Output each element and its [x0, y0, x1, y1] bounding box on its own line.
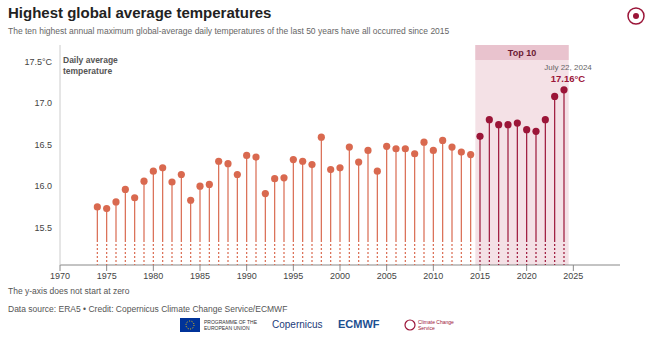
- html-text:PROGRAMME OF THE EUROPEAN UNIO: PROGRAMME OF THE EUROPEAN UNION: [204, 319, 257, 331]
- svg-text:16.5: 16.5: [34, 140, 52, 150]
- svg-text:17.5°C: 17.5°C: [24, 57, 52, 67]
- svg-text:2005: 2005: [377, 271, 397, 281]
- svg-text:1995: 1995: [283, 271, 303, 281]
- svg-text:1975: 1975: [97, 271, 117, 281]
- svg-text:Top 10: Top 10: [508, 48, 536, 58]
- svg-text:17.0: 17.0: [34, 98, 52, 108]
- svg-text:1970: 1970: [50, 271, 70, 281]
- html-text:Copernicus: Copernicus: [272, 319, 323, 330]
- html-text:Highest global average tempera: Highest global average temperatures: [8, 4, 272, 21]
- html-text:The ten highest annual maximum: The ten highest annual maximum global-av…: [8, 26, 450, 36]
- svg-text:1990: 1990: [237, 271, 257, 281]
- svg-text:July 22, 2024: July 22, 2024: [544, 63, 592, 72]
- svg-text:15.5: 15.5: [34, 223, 52, 233]
- html-text:Climate Change Service: Climate Change Service: [418, 319, 454, 331]
- svg-text:2010: 2010: [423, 271, 443, 281]
- html-text:Daily average temperature: Daily average temperature: [63, 55, 118, 76]
- svg-text:17.16°C: 17.16°C: [551, 73, 586, 84]
- svg-text:2025: 2025: [563, 271, 583, 281]
- svg-text:1980: 1980: [143, 271, 163, 281]
- html-text:The y-axis does not start at z: The y-axis does not start at zero: [8, 286, 130, 296]
- svg-text:2015: 2015: [470, 271, 490, 281]
- html-text:Data source: ERA5 • Credit: Co: Data source: ERA5 • Credit: Copernicus C…: [8, 304, 288, 314]
- svg-text:16.0: 16.0: [34, 181, 52, 191]
- svg-text:2000: 2000: [330, 271, 350, 281]
- svg-text:2020: 2020: [517, 271, 537, 281]
- svg-text:1985: 1985: [190, 271, 210, 281]
- html-text:ECMWF: ECMWF: [338, 318, 380, 330]
